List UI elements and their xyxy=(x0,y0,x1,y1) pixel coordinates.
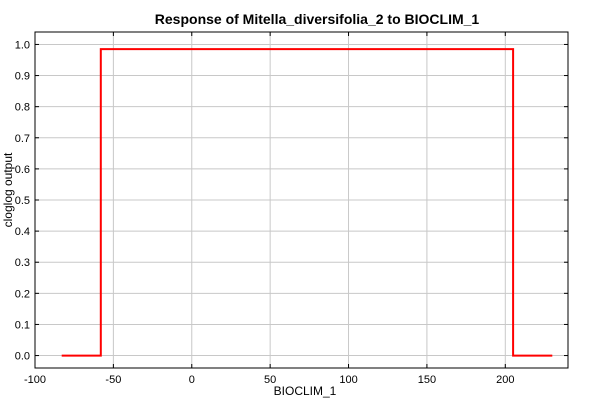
grid xyxy=(34,32,568,368)
y-tick-label: 0.3 xyxy=(15,257,30,269)
y-ticks: 0.0 0.1 0.2 0.3 0.4 0.5 0.6 0.7 0.8 0.9 1.0 xyxy=(15,39,568,363)
x-tick-label: 0 xyxy=(189,374,195,386)
x-tick-label: -50 xyxy=(105,374,121,386)
x-axis-label: BIOCLIM_1 xyxy=(274,384,337,398)
y-tick-label: 0.1 xyxy=(15,319,30,331)
x-tick-label: 200 xyxy=(496,374,514,386)
y-axis-label: cloglog output xyxy=(1,152,15,227)
y-tick-label: 1.0 xyxy=(15,39,30,51)
x-tick-label: 50 xyxy=(264,374,276,386)
x-tick-label: 100 xyxy=(339,374,357,386)
series-line xyxy=(61,48,553,357)
x-tick-label: -100 xyxy=(24,374,46,386)
x-ticks: -100 -50 0 50 100 150 200 xyxy=(24,32,514,386)
y-tick-label: 0.4 xyxy=(15,226,30,238)
y-tick-label: 0.9 xyxy=(15,71,30,83)
x-tick-label: 150 xyxy=(418,374,436,386)
series-group xyxy=(61,48,553,357)
y-tick-label: 0.5 xyxy=(15,195,30,207)
chart-title: Response of Mitella_diversifolia_2 to BI… xyxy=(155,11,480,27)
y-tick-label: 0.7 xyxy=(15,133,30,145)
y-tick-label: 0.6 xyxy=(15,164,30,176)
y-tick-label: 0.8 xyxy=(15,102,30,114)
y-tick-label: 0.2 xyxy=(15,288,30,300)
y-tick-label: 0.0 xyxy=(15,351,30,363)
